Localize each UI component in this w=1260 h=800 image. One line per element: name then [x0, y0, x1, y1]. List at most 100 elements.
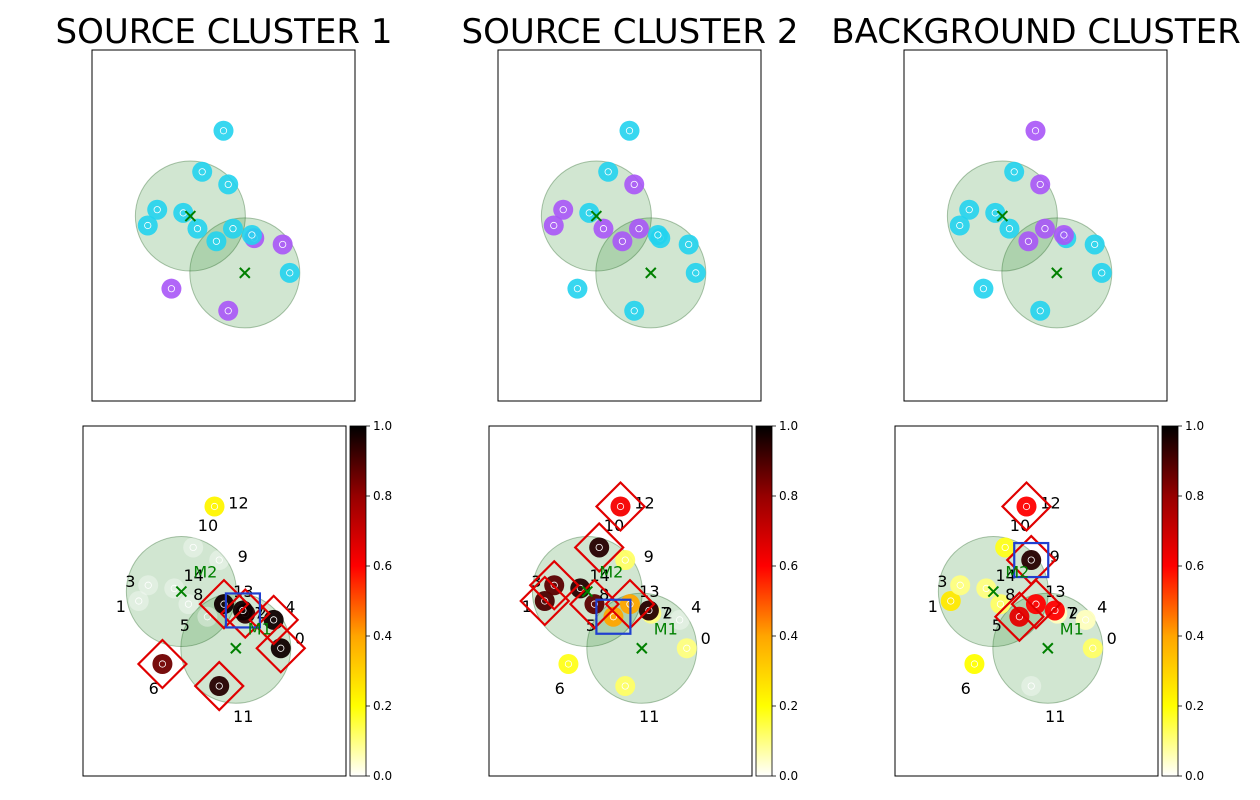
title-source-cluster-1: SOURCE CLUSTER 1: [56, 12, 393, 52]
heat-point-0: [270, 638, 291, 659]
point-label-8: 8: [193, 585, 203, 604]
top-point-11: [218, 300, 239, 321]
red-diamond-8: [568, 578, 621, 630]
heat-point-12: [610, 496, 631, 517]
heat-point-11: [615, 676, 636, 697]
point-label-12: 12: [634, 493, 654, 512]
point-label-10: 10: [198, 516, 218, 535]
heat-point-marker-3: [550, 581, 558, 589]
top-point-marker-9: [1036, 180, 1044, 189]
colorbar-tick-label: 0.4: [373, 629, 392, 643]
red-diamond-13: [1010, 578, 1062, 630]
top-point-marker-8: [1005, 225, 1014, 233]
heat-point-5: [197, 606, 218, 627]
heat-point-6: [964, 654, 985, 674]
top-point-7: [1053, 224, 1074, 245]
heat-point-marker-9: [1027, 556, 1035, 564]
blue-square-7: [224, 592, 262, 629]
top-point-marker-1: [144, 221, 152, 230]
top-point-marker-8: [193, 225, 202, 233]
top-point-marker-9: [224, 180, 232, 189]
top-point-marker-8: [599, 225, 608, 233]
heat-point-3: [950, 575, 971, 596]
heat-point-marker-10: [1001, 543, 1009, 552]
heat-point-0: [1082, 638, 1103, 659]
heat-point-marker-4: [676, 616, 684, 624]
bottom-centroid-M2: [581, 585, 594, 598]
colorbar-tick-label: 0.0: [373, 769, 392, 783]
heat-point-6: [152, 654, 173, 674]
top-point-marker-13: [635, 225, 643, 233]
bottom-panel-3: 01 234567891011121314M1M20.00.20.40.60.81…: [894, 419, 1204, 783]
top-point-14: [173, 202, 194, 223]
top-point-13: [628, 218, 649, 239]
heat-point-13: [1025, 594, 1046, 615]
colorbar-tick-label: 1.0: [1185, 419, 1204, 433]
top-point-marker-12: [1031, 127, 1040, 135]
point-label-12: 12: [228, 493, 248, 512]
heat-point-marker-9: [621, 556, 629, 564]
top-point-marker-0: [1098, 269, 1106, 277]
top-point-marker-10: [604, 168, 612, 176]
point-label-14: 14: [995, 566, 1015, 585]
heat-point-marker-6: [158, 660, 167, 668]
colorbar-tick-label: 0.6: [779, 559, 798, 573]
red-diamond-2: [219, 588, 271, 640]
heat-point-marker-8: [184, 600, 193, 608]
heat-point-marker-0: [1089, 644, 1097, 652]
heat-point-marker-6: [564, 660, 573, 668]
heat-point-marker-10: [189, 543, 197, 552]
colorbar: [1161, 425, 1179, 777]
bottom-panel-1: 01 234567891011121314M1M20.00.20.40.60.81…: [82, 419, 392, 783]
colorbar-tick-label: 0.2: [779, 699, 798, 713]
top-point-marker-0: [286, 269, 294, 277]
heat-point-marker-5: [609, 613, 617, 621]
colorbar-tick-label: 0.8: [373, 489, 392, 503]
top-point-marker-11: [224, 307, 232, 315]
colorbar-tick-label: 0.8: [1185, 489, 1204, 503]
point-label-2: 2: [257, 604, 267, 623]
blue-square-5: [595, 598, 632, 635]
top-point-marker-5: [1024, 237, 1032, 245]
top-point-4: [272, 234, 293, 255]
top-point-marker-11: [630, 307, 638, 315]
point-label-6: 6: [149, 679, 159, 698]
top-point-11: [1030, 300, 1051, 321]
heat-point-6: [558, 654, 579, 674]
top-point-marker-10: [1010, 168, 1018, 176]
heat-point-marker-4: [1082, 616, 1090, 624]
bottom-centroid-M1: [1042, 642, 1054, 654]
top-point-marker-1: [550, 221, 558, 230]
colorbar-tick-label: 0.4: [779, 629, 798, 643]
top-point-marker-7: [248, 231, 256, 239]
top-point-0: [1091, 262, 1112, 283]
heat-point-10: [995, 537, 1016, 558]
colorbar-tick-label: 0.2: [1185, 699, 1204, 713]
centroid-label-M2: M2: [599, 563, 623, 582]
heat-point-11: [209, 676, 230, 697]
top-point-8: [593, 218, 614, 239]
heat-point-marker-1: [947, 597, 955, 605]
colorbar-tick-label: 0.0: [779, 769, 798, 783]
heat-point-4: [669, 609, 690, 630]
red-diamond-3: [528, 559, 580, 611]
top-point-marker-6: [979, 285, 988, 293]
heat-point-1: [940, 591, 961, 611]
red-diamond-0: [255, 622, 307, 674]
top-point-marker-11: [1036, 307, 1044, 315]
red-diamond-1: [519, 575, 571, 627]
point-label-3: 3: [531, 572, 541, 591]
heat-point-marker-3: [956, 581, 964, 589]
heat-point-marker-1: [135, 597, 143, 605]
point-label-12: 12: [1040, 493, 1060, 512]
top-point-1: [543, 215, 564, 236]
top-centroid-M1: [1051, 267, 1063, 279]
heat-point-0: [676, 638, 697, 659]
heat-point-marker-7: [239, 606, 247, 615]
top-point-3: [959, 199, 980, 220]
point-label-9: 9: [644, 547, 654, 566]
top-point-5: [1018, 231, 1039, 252]
top-point-5: [612, 231, 633, 252]
heat-point-marker-12: [210, 502, 219, 511]
